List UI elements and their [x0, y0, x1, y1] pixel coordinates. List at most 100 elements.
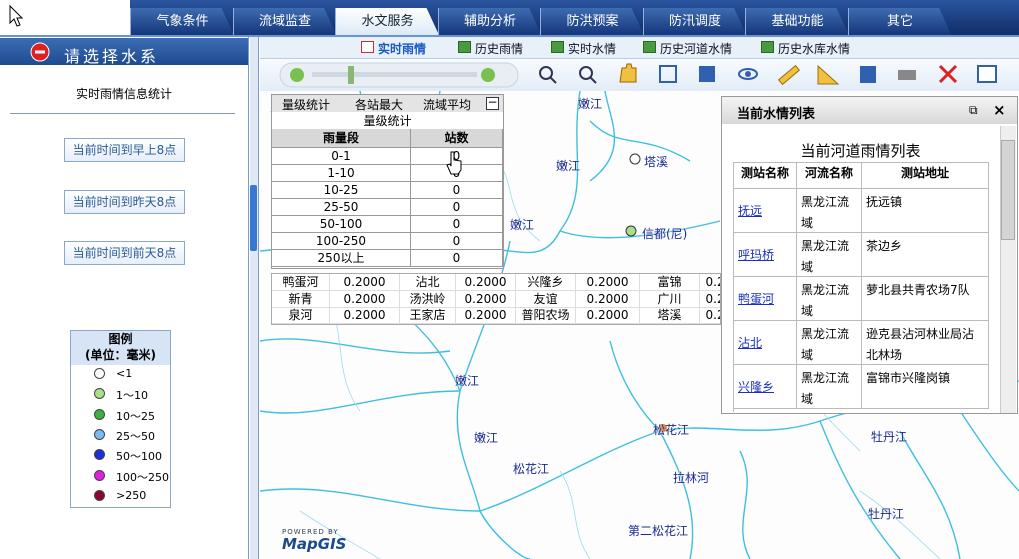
- water-table: 测站名称 河流名称 测站地址 抚远 黑龙江流域 抚远镇 呼玛桥 黑龙江流域 茶边乡 鸭蛋河 黑龙江流…: [733, 162, 989, 412]
- subtitle: 实时雨情信息统计: [75, 87, 172, 101]
- station-name: 塔溪: [640, 307, 700, 324]
- station-name: 汤洪岭: [400, 290, 456, 308]
- station-link[interactable]: 沾北: [734, 321, 797, 365]
- stats-tab[interactable]: 各站最大: [355, 98, 404, 112]
- legend-label: 10～25: [116, 409, 155, 423]
- map-tab[interactable]: 历史水库水情: [778, 42, 851, 56]
- nav-tab[interactable]: 基础功能: [745, 8, 849, 35]
- station-strip: 鸭蛋河0.2000沾北0.2000兴隆乡0.2000富锦0.2000新青0.20…: [271, 273, 721, 325]
- nav-tab[interactable]: 气象条件: [130, 8, 234, 35]
- nav-tab[interactable]: 其它: [847, 8, 952, 35]
- nav-tab[interactable]: 防汛调度: [642, 8, 747, 35]
- time-button[interactable]: 当前时间到前天8点: [64, 241, 185, 265]
- column-header: 站数: [411, 129, 503, 148]
- column-header: 测站名称: [734, 163, 797, 189]
- divider: [10, 113, 235, 114]
- map-tab[interactable]: 历史雨情: [475, 42, 524, 56]
- close-icon[interactable]: [30, 42, 50, 62]
- rain-range: 100-250: [272, 233, 411, 250]
- time-button[interactable]: 当前时间到昨天8点: [64, 189, 185, 214]
- map-label: 松花江: [513, 462, 550, 476]
- scroll-thumb[interactable]: [1001, 140, 1015, 240]
- station-value: 0.2000: [330, 274, 400, 291]
- station-count: 0: [411, 199, 503, 216]
- splitter: [250, 37, 259, 559]
- station-value: 0.2000: [700, 307, 720, 324]
- map-tab-icon: [761, 41, 774, 53]
- stats-tab[interactable]: 量级统计: [282, 98, 331, 112]
- station-count: 0: [411, 182, 503, 199]
- map-tab-icon: [361, 41, 374, 53]
- station-address: 茶边乡: [862, 233, 989, 277]
- rain-range: 10-25: [272, 182, 411, 199]
- water-title: 当前水情列表: [737, 107, 816, 122]
- map-label: 第二松花江: [628, 524, 689, 538]
- legend-swatch: [94, 388, 105, 400]
- station-name: 普阳农场: [516, 307, 576, 324]
- map-label: 嫩江: [455, 374, 480, 388]
- cursor: [9, 4, 24, 27]
- column-header: 测站地址: [862, 163, 989, 189]
- map-tab-bar: [260, 37, 1019, 59]
- station-address: 富锦市兴隆岗镇: [862, 365, 989, 409]
- station-name: 富锦: [640, 274, 700, 291]
- nav-tab[interactable]: 防洪预案: [540, 8, 644, 35]
- splitter-handle[interactable]: [250, 185, 257, 251]
- legend-swatch: [94, 469, 105, 481]
- legend-label: 1～10: [116, 389, 148, 403]
- collapse-button[interactable]: −: [486, 95, 499, 110]
- map-tab[interactable]: 实时水情: [568, 42, 617, 56]
- station-link[interactable]: 兴隆乡: [734, 365, 797, 409]
- close-button[interactable]: ×: [993, 101, 1006, 119]
- map-label: 牡丹江: [871, 430, 908, 444]
- station-count: 0: [411, 233, 503, 250]
- water-panel: [721, 96, 1018, 414]
- logo-powered: POWERED BY: [282, 528, 339, 536]
- station-name: 鸭蛋河: [272, 274, 330, 291]
- map-tab[interactable]: 实时雨情: [378, 42, 427, 56]
- legend-title: 图例: [108, 332, 133, 346]
- river-name: 黑龙江流域: [797, 277, 862, 321]
- map-tab[interactable]: 历史河道水情: [660, 42, 733, 56]
- legend-label: 25～50: [116, 429, 155, 443]
- nav-tab[interactable]: 流域监查: [232, 8, 337, 35]
- station-address: 萝北县共青农场7队: [862, 277, 989, 321]
- map-label: 牡丹江: [868, 507, 905, 521]
- restore-button[interactable]: ⧉: [969, 103, 978, 117]
- legend-swatch: [94, 489, 105, 501]
- station-name: 王家店: [400, 307, 456, 324]
- time-button[interactable]: 当前时间到早上8点: [64, 138, 185, 162]
- map-label: 拉林河: [673, 471, 710, 485]
- column-header: 雨量段: [272, 129, 411, 148]
- stats-tab[interactable]: 流域平均: [423, 98, 472, 112]
- map-tab-icon: [643, 41, 656, 53]
- station-name: 新青: [272, 290, 330, 308]
- nav-tab[interactable]: 水文服务: [335, 8, 439, 35]
- station-value: 0.2000: [700, 291, 720, 308]
- station-value: 0.2000: [576, 274, 640, 291]
- station-name: 泉河: [272, 307, 330, 324]
- legend-label: 50～100: [116, 450, 162, 464]
- station-value: 0.2000: [330, 290, 400, 308]
- legend-header: 图例 (单位：毫米): [71, 331, 170, 365]
- table-title: 当前河道雨情列表: [800, 142, 921, 160]
- station-link[interactable]: 抚远: [734, 189, 797, 233]
- separator: [0, 35, 1019, 37]
- nav-tab[interactable]: 辅助分析: [437, 8, 542, 35]
- station-value: 0.2000: [576, 307, 640, 324]
- station-value: 0.2000: [700, 274, 720, 291]
- map-label: 嫩江: [474, 431, 499, 445]
- river-name: 黑龙江流域: [797, 233, 862, 277]
- station-value: 0.2000: [576, 290, 640, 308]
- hand-cursor: [446, 151, 462, 175]
- station-address: 抚远镇: [862, 189, 989, 233]
- station-link[interactable]: 鸭蛋河: [734, 277, 797, 321]
- map-label: 嫩江: [510, 218, 535, 232]
- map-label: 嫩江: [578, 97, 603, 111]
- station-link[interactable]: 呼玛桥: [734, 233, 797, 277]
- map-label: 松花江: [653, 423, 690, 437]
- legend-unit: (单位：毫米): [85, 348, 156, 362]
- station-count: 0: [411, 250, 503, 267]
- station-name: 广川: [640, 290, 700, 308]
